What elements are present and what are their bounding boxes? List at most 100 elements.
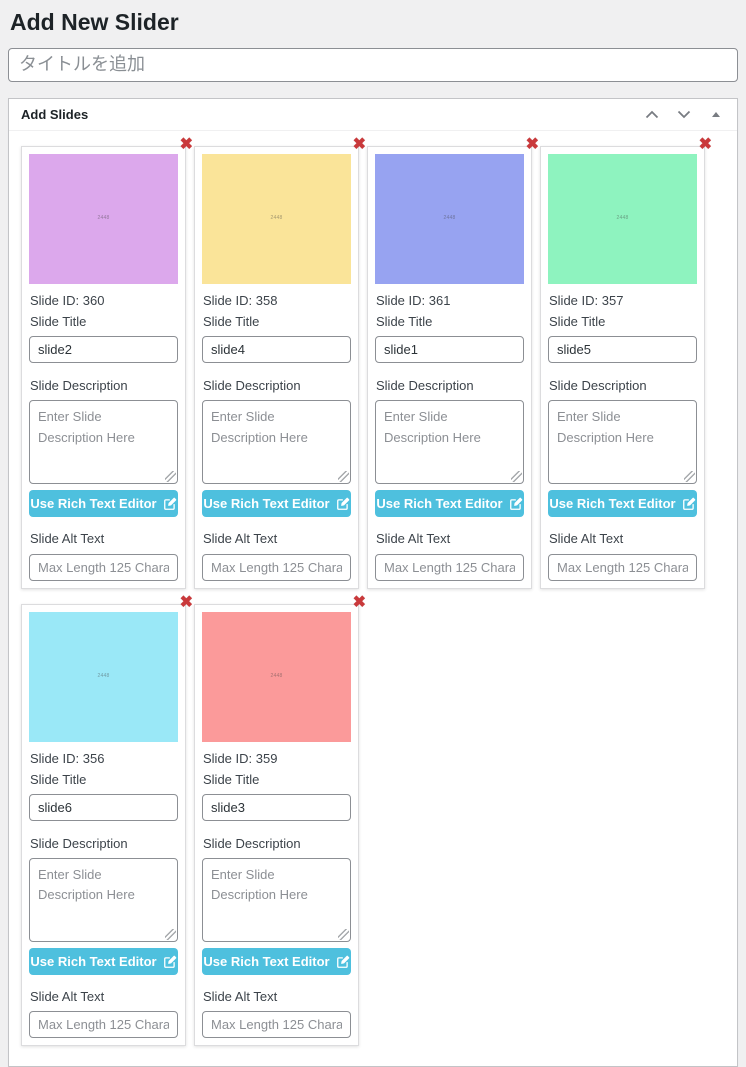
slide-description-label: Slide Description xyxy=(203,836,301,852)
edit-icon xyxy=(163,955,176,968)
image-dimension-text: 2448 xyxy=(270,673,283,680)
slide-description-wrap xyxy=(548,400,697,485)
slide-description-textarea[interactable] xyxy=(29,858,178,943)
slide-alt-text-label: Slide Alt Text xyxy=(376,531,451,547)
use-rich-text-editor-button[interactable]: Use Rich Text Editor xyxy=(202,948,351,976)
delete-slide-icon[interactable]: ✖ xyxy=(525,135,539,153)
slide-description-wrap xyxy=(29,400,178,485)
slide-description-label: Slide Description xyxy=(30,836,128,852)
slide-title-label: Slide Title xyxy=(203,771,260,787)
image-dimension-text: 2448 xyxy=(443,215,456,222)
slide-description-wrap xyxy=(375,400,524,485)
toggle-panel-icon[interactable] xyxy=(707,105,725,123)
slide-image-thumbnail: 2448 xyxy=(202,611,351,742)
slide-card[interactable]: ✖ 2448 Slide ID: 359 Slide Title Slide D… xyxy=(194,594,366,1047)
slide-image-thumbnail: 2448 xyxy=(202,153,351,284)
slide-alt-text-input[interactable] xyxy=(29,553,178,581)
edit-icon xyxy=(509,497,522,510)
edit-icon xyxy=(682,497,695,510)
slide-title-label: Slide Title xyxy=(376,314,433,330)
slide-description-label: Slide Description xyxy=(30,378,128,394)
use-rich-text-editor-button[interactable]: Use Rich Text Editor xyxy=(29,490,178,518)
slide-image-thumbnail: 2448 xyxy=(375,153,524,284)
use-rich-text-editor-button[interactable]: Use Rich Text Editor xyxy=(548,490,697,518)
edit-icon xyxy=(336,497,349,510)
slide-description-textarea[interactable] xyxy=(29,400,178,485)
rich-text-button-label: Use Rich Text Editor xyxy=(549,496,676,512)
delete-slide-icon[interactable]: ✖ xyxy=(179,135,193,153)
slide-id-text: Slide ID: 361 xyxy=(376,292,451,308)
slide-title-input[interactable] xyxy=(29,794,178,822)
rich-text-button-label: Use Rich Text Editor xyxy=(376,496,503,512)
use-rich-text-editor-button[interactable]: Use Rich Text Editor xyxy=(375,490,524,518)
slide-card[interactable]: ✖ 2448 Slide ID: 360 Slide Title Slide D… xyxy=(21,136,193,589)
slide-alt-text-input[interactable] xyxy=(29,1011,178,1039)
delete-slide-icon[interactable]: ✖ xyxy=(698,135,712,153)
metabox-title: Add Slides xyxy=(21,106,89,122)
slide-alt-text-input[interactable] xyxy=(202,553,351,581)
slide-description-textarea[interactable] xyxy=(202,858,351,943)
move-down-icon[interactable] xyxy=(675,105,693,123)
move-up-icon[interactable] xyxy=(643,105,661,123)
slide-title-input[interactable] xyxy=(202,336,351,364)
edit-icon xyxy=(336,955,349,968)
slide-alt-text-input[interactable] xyxy=(375,553,524,581)
slide-card[interactable]: ✖ 2448 Slide ID: 361 Slide Title Slide D… xyxy=(367,136,539,589)
slide-description-textarea[interactable] xyxy=(375,400,524,485)
slide-alt-text-label: Slide Alt Text xyxy=(203,989,278,1005)
slide-description-label: Slide Description xyxy=(376,378,474,394)
metabox-controls xyxy=(643,105,725,123)
slide-id-text: Slide ID: 358 xyxy=(203,292,278,308)
slide-title-input[interactable] xyxy=(202,794,351,822)
slide-description-label: Slide Description xyxy=(549,378,647,394)
slider-title-input[interactable] xyxy=(8,47,738,82)
slide-title-input[interactable] xyxy=(29,336,178,364)
edit-icon xyxy=(163,497,176,510)
slide-id-text: Slide ID: 360 xyxy=(30,292,105,308)
slide-description-wrap xyxy=(202,858,351,943)
slide-image-thumbnail: 2448 xyxy=(29,153,178,284)
slide-description-textarea[interactable] xyxy=(548,400,697,485)
slide-alt-text-label: Slide Alt Text xyxy=(30,989,105,1005)
slide-image-thumbnail: 2448 xyxy=(29,611,178,742)
rich-text-button-label: Use Rich Text Editor xyxy=(203,954,330,970)
slide-title-label: Slide Title xyxy=(203,314,260,330)
image-dimension-text: 2448 xyxy=(97,673,110,680)
slides-grid: ✖ 2448 Slide ID: 360 Slide Title Slide D… xyxy=(9,131,737,1067)
add-slides-metabox: Add Slides ✖ 2448 Slide ID: 360 Slide Ti… xyxy=(8,97,738,1067)
image-dimension-text: 2448 xyxy=(270,215,283,222)
slide-title-label: Slide Title xyxy=(549,314,606,330)
slide-id-text: Slide ID: 357 xyxy=(549,292,624,308)
slide-title-label: Slide Title xyxy=(30,771,87,787)
slide-card[interactable]: ✖ 2448 Slide ID: 358 Slide Title Slide D… xyxy=(194,136,366,589)
slide-description-wrap xyxy=(202,400,351,485)
metabox-header: Add Slides xyxy=(9,99,737,131)
use-rich-text-editor-button[interactable]: Use Rich Text Editor xyxy=(29,948,178,976)
slide-description-textarea[interactable] xyxy=(202,400,351,485)
slide-alt-text-label: Slide Alt Text xyxy=(203,531,278,547)
delete-slide-icon[interactable]: ✖ xyxy=(352,135,366,153)
page-title: Add New Slider xyxy=(10,9,179,35)
slide-alt-text-label: Slide Alt Text xyxy=(549,531,624,547)
use-rich-text-editor-button[interactable]: Use Rich Text Editor xyxy=(202,490,351,518)
slide-title-label: Slide Title xyxy=(30,314,87,330)
slide-description-label: Slide Description xyxy=(203,378,301,394)
delete-slide-icon[interactable]: ✖ xyxy=(352,593,366,611)
rich-text-button-label: Use Rich Text Editor xyxy=(203,496,330,512)
slide-alt-text-input[interactable] xyxy=(202,1011,351,1039)
slide-title-input[interactable] xyxy=(375,336,524,364)
slide-description-wrap xyxy=(29,858,178,943)
slide-alt-text-label: Slide Alt Text xyxy=(30,531,105,547)
slide-title-input[interactable] xyxy=(548,336,697,364)
slide-image-thumbnail: 2448 xyxy=(548,153,697,284)
rich-text-button-label: Use Rich Text Editor xyxy=(30,496,157,512)
slide-alt-text-input[interactable] xyxy=(548,553,697,581)
slide-card[interactable]: ✖ 2448 Slide ID: 356 Slide Title Slide D… xyxy=(21,594,193,1047)
slide-id-text: Slide ID: 356 xyxy=(30,750,105,766)
image-dimension-text: 2448 xyxy=(97,215,110,222)
delete-slide-icon[interactable]: ✖ xyxy=(179,593,193,611)
rich-text-button-label: Use Rich Text Editor xyxy=(30,954,157,970)
image-dimension-text: 2448 xyxy=(616,215,629,222)
slide-card[interactable]: ✖ 2448 Slide ID: 357 Slide Title Slide D… xyxy=(540,136,712,589)
